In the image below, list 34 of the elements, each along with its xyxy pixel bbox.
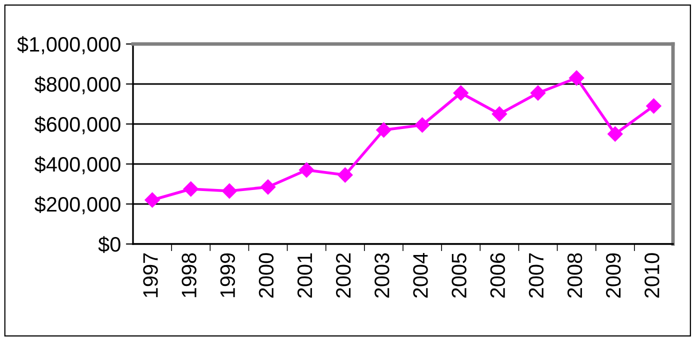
point	[260, 179, 276, 195]
x-tick-label: 1998	[182, 253, 196, 298]
y-tick-label: $400,000	[34, 156, 120, 174]
point	[144, 192, 160, 208]
point	[376, 122, 392, 138]
point	[530, 85, 546, 101]
y-tick-label: $1,000,000	[17, 36, 120, 54]
x-tick-label: 2001	[297, 253, 312, 298]
point	[222, 183, 237, 199]
x-tick-label: 2007	[528, 253, 544, 298]
x-tick-label: 1999	[220, 253, 236, 298]
x-tick-label: 2000	[258, 253, 274, 298]
point	[646, 98, 662, 114]
x-tick-label: 2003	[374, 253, 390, 298]
point	[338, 167, 353, 183]
y-tick-label: $200,000	[34, 196, 120, 214]
x-tick-label: 1997	[143, 253, 158, 298]
point	[414, 117, 430, 133]
x-tick-label: 2010	[644, 253, 660, 298]
point	[608, 126, 623, 142]
point	[183, 181, 198, 197]
x-tick-label: 2002	[336, 253, 351, 298]
x-tick-label: 2009	[606, 253, 621, 298]
point	[299, 162, 314, 178]
x-tick-label: 2005	[452, 253, 466, 298]
y-tick-label: $600,000	[34, 116, 120, 134]
point	[569, 70, 584, 86]
y-tick-label: $0	[98, 236, 120, 253]
x-tick-label: 2006	[490, 253, 506, 298]
y-tick-label: $800,000	[34, 76, 120, 94]
point	[453, 85, 468, 101]
x-tick-label: 2008	[567, 253, 582, 298]
x-tick-label: 2004	[413, 252, 428, 298]
point	[492, 106, 507, 122]
